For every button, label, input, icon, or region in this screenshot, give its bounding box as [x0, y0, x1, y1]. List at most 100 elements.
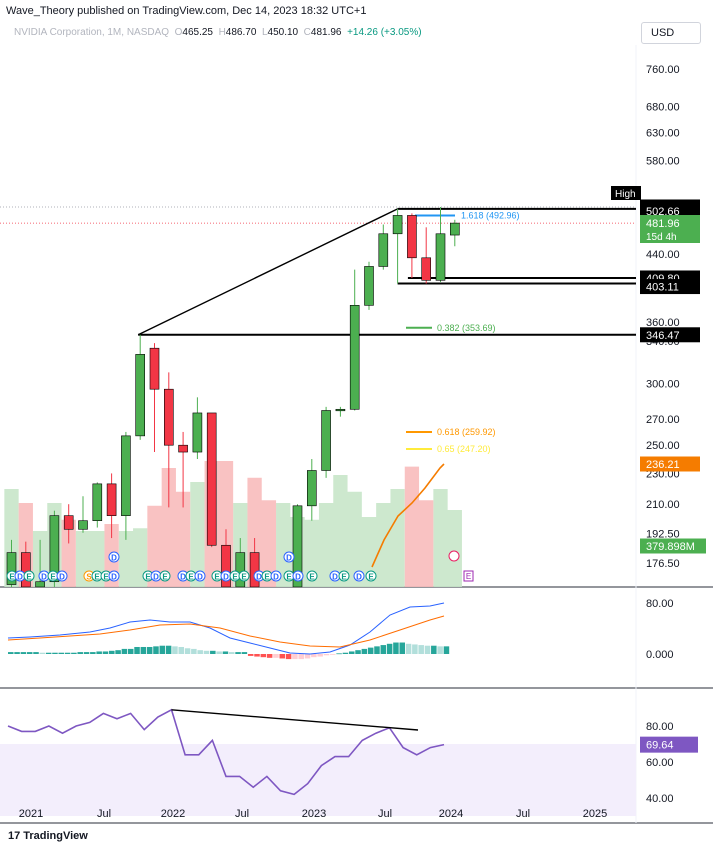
macd-histogram-bar: [26, 652, 33, 654]
event-marker-label: E: [26, 573, 32, 582]
symbol-name: NVIDIA Corporation, 1M, NASDAQ: [14, 27, 170, 38]
macd-histogram-bar: [58, 652, 65, 654]
event-marker-label: D: [153, 573, 159, 582]
time-axis-label: 2024: [439, 808, 463, 820]
macd-histogram-bar: [405, 643, 412, 654]
macd-histogram-bar: [165, 645, 172, 654]
open-value: 465.25: [182, 27, 213, 38]
macd-histogram-bar: [109, 650, 115, 654]
price-axis-label: 192.50: [646, 529, 680, 541]
candle-body: [106, 483, 117, 516]
candle: [178, 431, 188, 508]
macd-histogram-bar: [355, 650, 361, 654]
candle-body: [63, 515, 74, 530]
macd-histogram-bar: [292, 654, 298, 660]
event-marker-label: E: [214, 573, 220, 582]
macd-histogram-bar: [342, 652, 349, 654]
candle-body: [35, 581, 45, 588]
macd-histogram-bar: [153, 646, 159, 654]
level-346-tag-bg: [640, 327, 700, 343]
price-axis-label: 760.00: [646, 64, 680, 76]
macd-histogram-bar: [178, 646, 184, 654]
event-marker-icon: [292, 570, 304, 582]
last-price-tag: 481.96: [646, 218, 680, 230]
macd-histogram-bar: [216, 651, 222, 654]
fib-level-label: 0.65 (247.20): [437, 444, 491, 454]
candle: [92, 482, 103, 528]
earnings-future-icon: [463, 570, 474, 582]
dividend-marker-label: D: [111, 554, 117, 563]
candle-body: [407, 215, 417, 259]
currency-button[interactable]: USD: [641, 22, 701, 44]
macd-histogram-bar: [437, 646, 443, 654]
candle: [378, 224, 389, 270]
event-marker-icon: [353, 570, 365, 582]
candle-body: [164, 388, 174, 446]
event-marker-label: D: [197, 573, 203, 582]
macd-histogram-bar: [367, 647, 374, 654]
event-marker-label: E: [94, 573, 100, 582]
time-axis-label: 2021: [19, 808, 43, 820]
event-marker-icon: [338, 570, 350, 582]
candle: [63, 504, 74, 544]
price-axis-label: 360.00: [646, 317, 680, 329]
candle: [449, 219, 460, 247]
event-marker-label: D: [17, 573, 23, 582]
macd-axis-label: 80.00: [646, 598, 674, 610]
macd-histogram-bar: [134, 646, 140, 654]
dividend-marker-icon: [108, 551, 120, 563]
event-marker-label: D: [273, 573, 279, 582]
event-marker-label: E: [264, 573, 270, 582]
event-marker-label: E: [232, 573, 238, 582]
macd-histogram-bar: [14, 652, 20, 654]
candle-body: [78, 520, 88, 530]
event-marker-icon: [159, 570, 171, 582]
macd-histogram-bar: [172, 646, 178, 654]
candle: [364, 261, 374, 310]
macd-histogram-bar: [348, 651, 355, 654]
candle-body: [92, 483, 103, 522]
candle: [135, 334, 145, 440]
event-marker-icon: [365, 570, 377, 582]
dividend-marker-icon: [283, 551, 295, 563]
open-label: O: [174, 27, 183, 38]
event-marker-icon: [23, 570, 35, 582]
event-marker-icon: [238, 570, 250, 582]
time-axis-label: Jul: [235, 808, 249, 820]
ma-value-tag-bg: [640, 456, 700, 472]
level-403-tag-bg: [640, 279, 700, 295]
event-marker-label: E: [341, 573, 347, 582]
low-label: L: [261, 27, 268, 38]
level-346-tag: 346.47: [646, 330, 680, 342]
macd-histogram-bar: [260, 654, 267, 658]
candle-body: [192, 412, 203, 453]
price-axis-label: 250.00: [646, 440, 680, 452]
price-axis-label: 210.00: [646, 499, 680, 511]
event-marker-label: D: [356, 573, 362, 582]
macd-histogram-bar: [285, 654, 292, 660]
price-axis-label: 680.00: [646, 102, 680, 114]
macd-histogram-bar: [361, 648, 368, 654]
candle-body: [449, 222, 460, 236]
macd-histogram-bar: [33, 652, 39, 654]
macd-histogram-bar: [418, 645, 424, 654]
macd-histogram-bar: [203, 650, 210, 654]
event-marker-icon: [270, 570, 282, 582]
candle-body: [306, 470, 317, 507]
candle-body: [378, 233, 389, 267]
macd-histogram-bar: [127, 648, 134, 654]
rsi-divergence-line: [171, 709, 419, 731]
macd-histogram-bar: [197, 650, 203, 654]
signal-line: [7, 615, 445, 648]
last-price-tag-bg: [640, 215, 700, 243]
macd-histogram-bar: [424, 645, 431, 654]
candle-body: [121, 435, 131, 516]
event-marker-icon: [194, 570, 206, 582]
volume-value-tag: 379.898M: [646, 541, 695, 553]
candle-body: [135, 354, 145, 437]
time-axis-label: 2022: [161, 808, 185, 820]
event-marker-label: D: [59, 573, 65, 582]
event-marker-label: E: [145, 573, 151, 582]
macd-histogram-bar: [102, 651, 109, 654]
